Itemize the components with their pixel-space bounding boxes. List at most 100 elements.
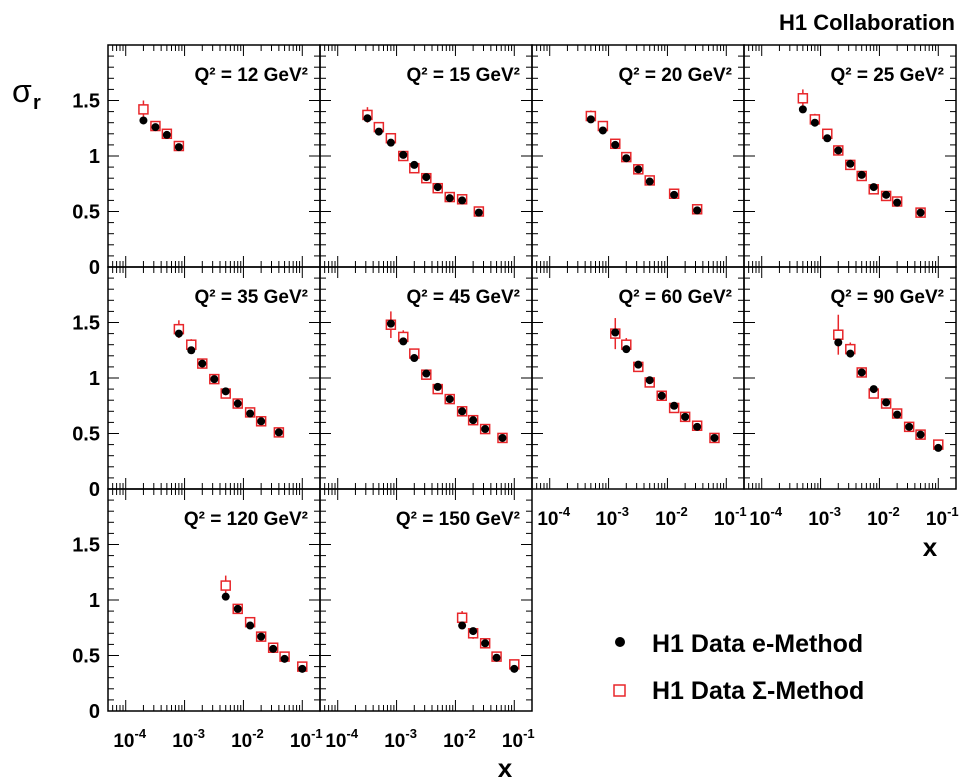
- panel-8: 10-4 10-3 10-2 10-1 Q² = 90 GeV²: [743, 266, 959, 530]
- y-tick-label: 0.5: [72, 202, 100, 224]
- e-method-point: [611, 328, 620, 337]
- e-method-point: [834, 146, 843, 155]
- y-tick-label: 0.5: [72, 646, 100, 668]
- panel-4: Q² = 25 GeV²: [743, 44, 957, 268]
- e-method-point: [458, 407, 467, 416]
- sigma-method-point: [456, 612, 468, 624]
- x-tick-label: 10-3: [384, 726, 417, 752]
- e-method-point: [710, 433, 719, 442]
- x-tick-label: 10-2: [655, 504, 688, 530]
- panel-7: 10-4 10-3 10-2 10-1 Q² = 60 GeV²: [531, 266, 747, 530]
- e-method-point: [210, 375, 219, 384]
- panel-9: 0 0.5 1 1.5 10-4 10-3 10-2 10-1 Q² = 120 GeV²: [72, 488, 323, 752]
- x-tick-label: 10-2: [231, 726, 264, 752]
- e-method-point: [187, 346, 196, 355]
- panel-label: Q² = 20 GeV²: [618, 65, 732, 86]
- e-method-point: [298, 664, 307, 673]
- e-method-point: [257, 632, 266, 641]
- e-method-point: [681, 412, 690, 421]
- e-method-point: [174, 329, 183, 338]
- sigma-method-point: [833, 329, 844, 340]
- x-axis-title-right: x: [923, 532, 938, 562]
- e-method-point: [269, 644, 278, 653]
- e-method-point: [846, 159, 855, 168]
- e-method-point: [221, 592, 230, 601]
- e-method-point: [198, 359, 207, 368]
- e-method-point: [257, 417, 266, 426]
- e-method-point: [916, 208, 925, 217]
- panel-6: Q² = 45 GeV²: [319, 266, 533, 490]
- e-method-point: [934, 443, 943, 452]
- y-tick-label: 1: [89, 146, 100, 168]
- panel-1: 0 0.5 1 1.5 Q² = 12 GeV²: [72, 44, 321, 279]
- x-tick-label: 10-1: [502, 726, 535, 752]
- y-tick-label: 0.5: [72, 424, 100, 446]
- e-method-point: [634, 165, 643, 174]
- y-tick-label: 1: [89, 590, 100, 612]
- e-method-point: [445, 194, 454, 203]
- y-tick-label: 1: [89, 368, 100, 390]
- e-method-point: [645, 177, 654, 186]
- panel-label: Q² = 15 GeV²: [406, 65, 520, 86]
- e-method-point: [893, 410, 902, 419]
- e-method-point: [622, 345, 631, 354]
- e-method-point: [274, 428, 283, 437]
- e-method-point: [670, 401, 679, 410]
- e-method-point: [810, 118, 819, 127]
- e-method-point: [857, 368, 866, 377]
- e-method-point: [492, 653, 501, 662]
- e-method-point: [869, 385, 878, 394]
- e-method-point: [622, 154, 631, 163]
- e-method-point: [374, 127, 383, 136]
- e-method-point: [586, 115, 595, 124]
- e-method-point: [882, 190, 891, 199]
- e-method-point: [246, 621, 255, 630]
- y-tick-label: 1.5: [72, 535, 100, 557]
- e-method-point: [233, 604, 242, 613]
- e-method-point: [857, 170, 866, 179]
- legend: H1 Data e-Method H1 Data Σ-Method: [613, 630, 864, 705]
- y-axis-title: σ r: [12, 73, 41, 114]
- x-tick-label: 10-4: [537, 504, 570, 530]
- e-method-point: [645, 376, 654, 385]
- x-tick-label: 10-3: [808, 504, 841, 530]
- y-tick-label: 1.5: [72, 313, 100, 335]
- e-method-point: [139, 116, 148, 125]
- y-tick-label: 0: [89, 257, 100, 279]
- e-method-point: [162, 130, 171, 139]
- e-method-point: [657, 391, 666, 400]
- panel-2: Q² = 15 GeV²: [319, 44, 533, 268]
- e-method-point: [422, 369, 431, 378]
- e-method-point: [693, 206, 702, 215]
- svg-text:r: r: [33, 92, 41, 114]
- e-method-point: [469, 416, 478, 425]
- e-method-point: [481, 639, 490, 648]
- e-method-point: [846, 349, 855, 358]
- panel-label: Q² = 25 GeV²: [830, 65, 944, 86]
- e-method-point: [869, 183, 878, 192]
- panel-label: Q² = 35 GeV²: [194, 287, 308, 308]
- sigma-method-point: [138, 104, 149, 115]
- e-method-point: [246, 409, 255, 418]
- x-tick-label: 10-2: [867, 504, 900, 530]
- e-method-point: [634, 360, 643, 369]
- e-method-point: [693, 422, 702, 431]
- panel-label: Q² = 90 GeV²: [830, 287, 944, 308]
- e-method-point: [458, 621, 467, 630]
- e-method-point: [893, 198, 902, 207]
- e-method-point: [474, 208, 483, 217]
- x-tick-label: 10-4: [325, 726, 358, 752]
- e-method-point: [433, 382, 442, 391]
- panel-label: Q² = 150 GeV²: [396, 509, 520, 530]
- e-method-point: [410, 354, 419, 363]
- sigma-method-point: [797, 93, 809, 104]
- e-method-point: [386, 319, 395, 328]
- panel-label: Q² = 120 GeV²: [184, 509, 308, 530]
- e-method-point: [410, 160, 419, 169]
- x-tick-label: 10-4: [113, 726, 146, 752]
- panel-10: 10-4 10-3 10-2 10-1 Q² = 150 GeV²: [319, 488, 535, 752]
- e-method-point: [798, 105, 807, 114]
- panel-label: Q² = 12 GeV²: [194, 65, 308, 86]
- y-tick-label: 0: [89, 479, 100, 501]
- x-tick-label: 10-4: [749, 504, 782, 530]
